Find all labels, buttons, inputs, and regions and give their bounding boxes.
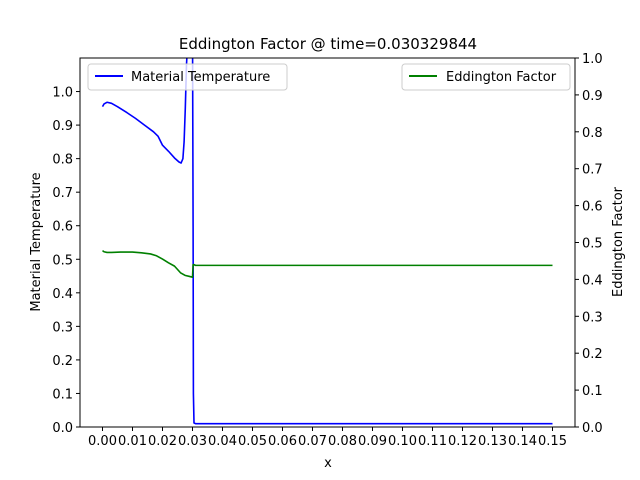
legend-box <box>401 63 571 91</box>
x-tick-label: 0.10 <box>388 434 417 449</box>
x-tick-label: 0.13 <box>478 434 507 449</box>
x-tick-label: 0.06 <box>268 434 297 449</box>
y-left-tick-label: 1.0 <box>52 86 73 101</box>
y-right-tick-label: 0.9 <box>582 89 603 104</box>
y-right-tick-label: 0.3 <box>582 310 603 325</box>
legend-label-eddington-factor: Eddington Factor <box>446 70 557 85</box>
x-tick-label: 0.05 <box>238 434 267 449</box>
y-axis-right-label: Eddington Factor <box>611 186 626 297</box>
y-axis-right-ticks: 0.0 0.1 0.2 0.3 0.4 0.5 0.6 0.7 0.8 0.9 1.0 <box>575 52 603 436</box>
series-line-eddington-factor <box>102 249 553 278</box>
x-axis-label: x <box>324 456 332 471</box>
legend-eddington-factor: Eddington Factor <box>401 63 571 91</box>
series-line-material-temperature <box>101 58 553 425</box>
legend-label-material-temperature: Material Temperature <box>131 70 270 85</box>
x-tick-label: 0.03 <box>178 434 207 449</box>
y-left-tick-label: 0.5 <box>52 253 73 268</box>
y-right-tick-label: 0.7 <box>582 163 603 178</box>
y-left-tick-label: 0.2 <box>52 354 73 369</box>
y-left-tick-label: 0.7 <box>52 186 73 201</box>
y-left-tick-label: 0.9 <box>52 119 73 134</box>
y-right-tick-label: 0.0 <box>582 421 603 436</box>
y-right-tick-label: 0.8 <box>582 126 603 141</box>
x-tick-label: 0.07 <box>298 434 327 449</box>
y-left-tick-label: 0.0 <box>52 421 73 436</box>
y-left-tick-label: 0.4 <box>52 287 73 302</box>
y-right-tick-label: 0.1 <box>582 384 603 399</box>
x-tick-label: 0.02 <box>148 434 177 449</box>
x-tick-label: 0.04 <box>208 434 237 449</box>
y-right-tick-label: 1.0 <box>582 52 603 67</box>
y-left-tick-label: 0.8 <box>52 153 73 168</box>
plot-frame <box>79 57 576 428</box>
legend-material-temperature: Material Temperature <box>87 63 288 91</box>
y-right-tick-label: 0.4 <box>582 273 603 288</box>
y-axis-left-ticks: 0.0 0.1 0.2 0.3 0.4 0.5 0.6 0.7 0.8 0.9 1.0 <box>52 86 80 436</box>
y-axis-left-label: Material Temperature <box>29 172 44 311</box>
x-tick-label: 0.14 <box>508 434 537 449</box>
y-left-tick-label: 0.3 <box>52 320 73 335</box>
chart-title: Eddington Factor @ time=0.030329844 <box>179 35 477 53</box>
y-right-tick-label: 0.5 <box>582 237 603 252</box>
x-tick-label: 0.08 <box>328 434 357 449</box>
x-tick-label: 0.00 <box>88 434 117 449</box>
series-layer <box>101 58 553 425</box>
y-left-tick-label: 0.6 <box>52 220 73 235</box>
x-tick-label: 0.01 <box>118 434 147 449</box>
y-right-tick-label: 0.2 <box>582 347 603 362</box>
legend-box <box>87 63 288 91</box>
x-axis-ticks: 0.00 0.01 0.02 0.03 0.04 0.05 0.06 0.07 0.08 0.09… <box>88 427 567 449</box>
y-right-tick-label: 0.6 <box>582 200 603 215</box>
x-tick-label: 0.12 <box>448 434 477 449</box>
x-tick-label: 0.15 <box>538 434 567 449</box>
y-left-tick-label: 0.1 <box>52 387 73 402</box>
x-tick-label: 0.09 <box>358 434 387 449</box>
x-tick-label: 0.11 <box>418 434 447 449</box>
